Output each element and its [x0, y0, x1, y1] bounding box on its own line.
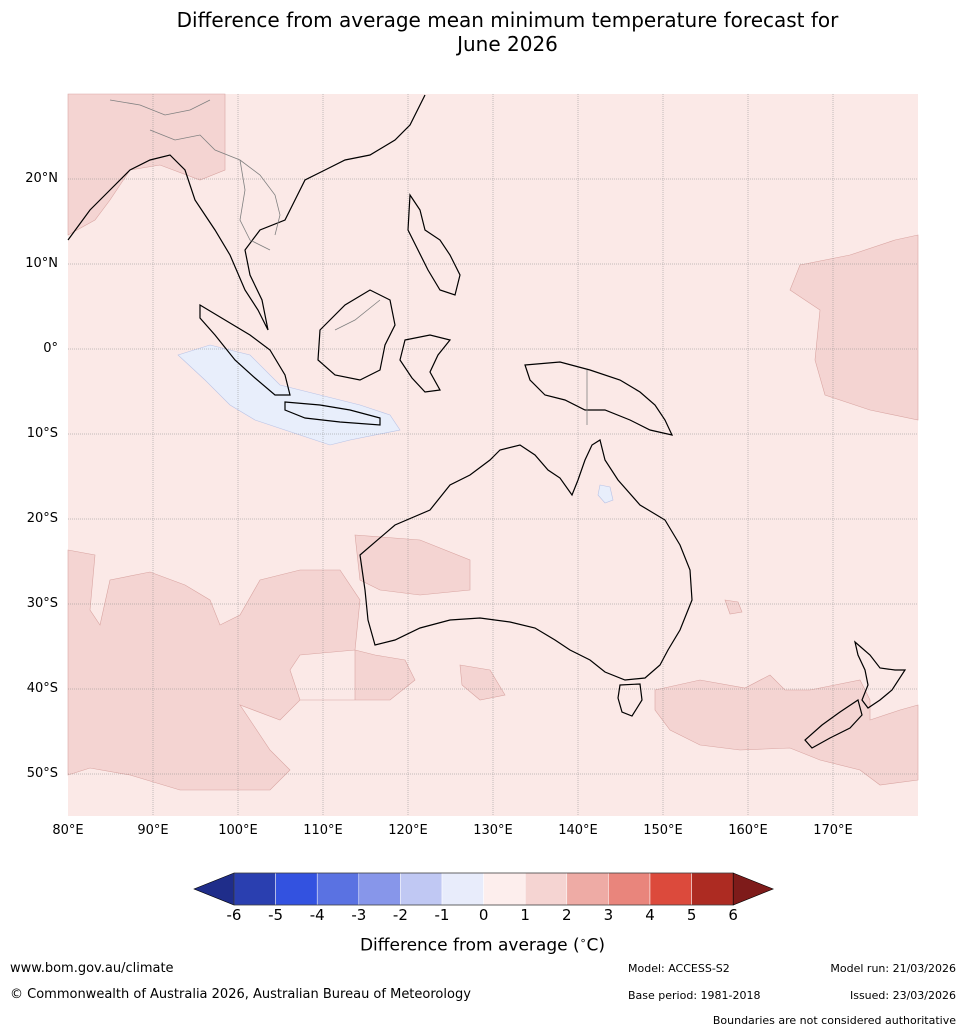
colorbar-title-unit: C) [586, 935, 606, 956]
coastlines [67, 94, 907, 749]
colorbar-tick-label: 3 [603, 906, 614, 924]
lat-label-10n: 10°N [25, 256, 58, 271]
anomaly-region-nw [67, 93, 226, 236]
colorbar-tick-label: 2 [562, 906, 572, 924]
model-text: Model: ACCESS-S2 [628, 962, 730, 975]
colorbar-tick-label: 6 [728, 906, 738, 924]
lon-label-170e: 170°E [813, 823, 853, 838]
lat-label-20n: 20°N [25, 171, 58, 186]
border-asia-2 [109, 99, 211, 116]
tasmania-coastline [617, 683, 643, 717]
new-zealand-north-coastline [854, 640, 907, 709]
sumatra-coastline [199, 303, 291, 396]
new-guinea-coastline [524, 361, 674, 436]
colorbar-title: Difference from average (∘C) [0, 934, 965, 956]
philippines-coastline [407, 193, 461, 296]
anomaly-region-indian-south [67, 549, 416, 791]
website-link[interactable]: www.bom.gov.au/climate [10, 961, 174, 976]
colorbar-tick-label: -2 [392, 906, 408, 924]
borneo-coastline [317, 289, 396, 381]
lon-label-90e: 90°E [137, 823, 169, 838]
anomaly-region-tasman [654, 674, 919, 786]
colorbar-tick-label: 5 [686, 906, 697, 924]
colorbar-tick-label: -4 [309, 906, 325, 924]
anomaly-region-bight [459, 664, 506, 701]
issued-text: Issued: 23/03/2026 [849, 989, 956, 1002]
new-zealand-south-coastline [804, 699, 863, 749]
java-coastline [284, 401, 381, 426]
colorbar-tick-label: -3 [351, 906, 367, 924]
australia-coastline [359, 439, 693, 681]
degree-symbol: ∘ [579, 934, 587, 947]
lon-label-130e: 130°E [473, 823, 513, 838]
lon-label-100e: 100°E [218, 823, 258, 838]
lon-label-120e: 120°E [388, 823, 428, 838]
model-run-text: Model run: 21/03/2026 [830, 962, 956, 975]
colorbar-tick-label: -5 [268, 906, 284, 924]
graticule [68, 94, 918, 816]
sulawesi-coastline [399, 334, 452, 393]
copyright-text: © Commonwealth of Australia 2026, Austra… [10, 987, 471, 1002]
colorbar-tick-label: 4 [645, 906, 655, 924]
colorbar-title-text: Difference from average ( [359, 935, 580, 956]
border-asia-3 [239, 159, 271, 251]
colorbar-tick-label: -6 [226, 906, 242, 924]
lon-label-110e: 110°E [303, 823, 343, 838]
base-period-text: Base period: 1981-2018 [628, 989, 761, 1002]
lon-label-150e: 150°E [643, 823, 683, 838]
anomaly-region-west-pacific-east [789, 234, 919, 421]
country-borders [109, 99, 588, 425]
colorbar-tick-label: 1 [520, 906, 530, 924]
anomaly-region-small [724, 599, 743, 615]
lat-label-10s: 10°S [26, 426, 58, 441]
lat-label-40s: 40°S [26, 681, 58, 696]
lat-label-0: 0° [43, 341, 58, 356]
disclaimer-text: Boundaries are not considered authoritat… [712, 1014, 956, 1027]
lon-label-160e: 160°E [728, 823, 768, 838]
colorbar-tick-label: 0 [478, 906, 489, 924]
title-line-1: Difference from average mean minimum tem… [176, 8, 839, 32]
warm-anomaly-regions [67, 93, 919, 791]
border-borneo [334, 299, 381, 331]
lon-label-80e: 80°E [52, 823, 84, 838]
lon-label-140e: 140°E [558, 823, 598, 838]
lat-label-50s: 50°S [26, 766, 58, 781]
mainland-asia-coastline [67, 94, 426, 331]
lat-label-30s: 30°S [26, 596, 58, 611]
lat-label-20s: 20°S [26, 511, 58, 526]
title-line-2: June 2026 [457, 32, 558, 56]
colorbar-tick-label: -1 [434, 906, 450, 924]
chart-title: Difference from average mean minimum tem… [0, 8, 965, 56]
anomaly-region-queensland [597, 484, 614, 504]
